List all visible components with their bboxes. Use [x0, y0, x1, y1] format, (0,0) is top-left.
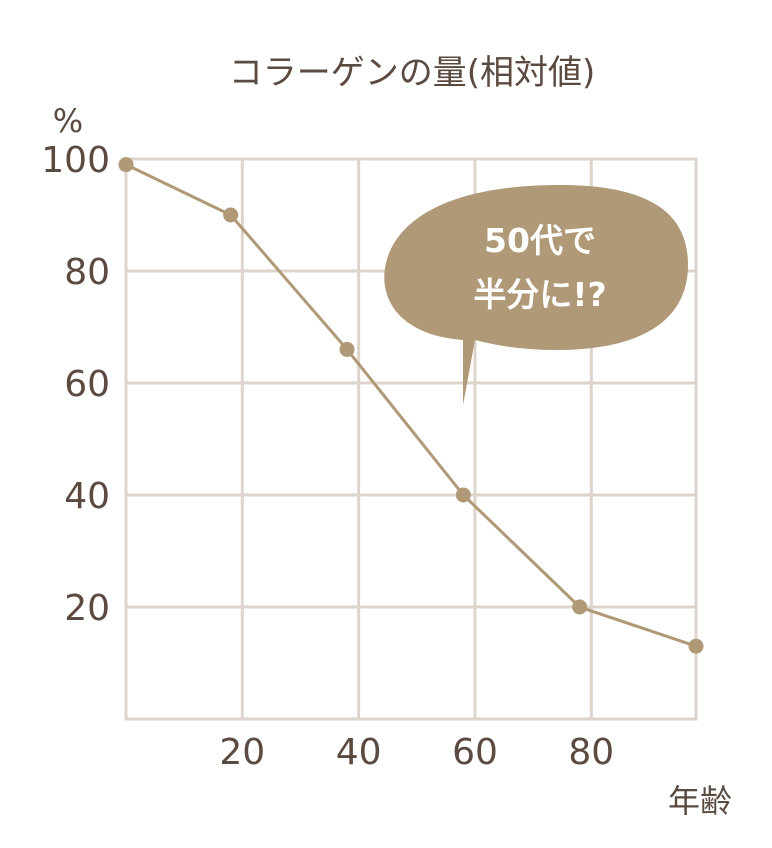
data-point — [572, 599, 588, 615]
x-tick-labels: 20 40 60 80 — [219, 732, 614, 773]
data-point — [223, 207, 239, 223]
data-point — [688, 638, 704, 654]
y-axis-unit: % — [53, 102, 83, 140]
annotation-bubble: 50代で 半分に!? — [384, 185, 688, 405]
chart-title: コラーゲンの量(相対値) — [229, 53, 596, 93]
y-tick-20: 20 — [64, 588, 110, 629]
annotation-line-1: 50代で — [484, 221, 596, 260]
speech-bubble — [384, 185, 688, 405]
y-tick-100: 100 — [41, 140, 110, 181]
y-tick-labels: 100 80 60 40 20 — [41, 140, 110, 629]
x-tick-40: 40 — [336, 732, 382, 773]
annotation-line-2: 半分に!? — [473, 275, 606, 314]
y-tick-40: 40 — [64, 476, 110, 517]
series-line — [125, 163, 697, 648]
x-tick-20: 20 — [219, 732, 265, 773]
x-tick-60: 60 — [452, 732, 498, 773]
data-point — [339, 341, 355, 357]
x-tick-80: 80 — [568, 732, 614, 773]
data-point — [455, 487, 471, 503]
x-axis-label: 年齢 — [668, 782, 732, 820]
y-tick-60: 60 — [64, 364, 110, 405]
data-point — [118, 157, 134, 173]
y-tick-80: 80 — [64, 252, 110, 293]
series-collagen — [118, 157, 704, 654]
